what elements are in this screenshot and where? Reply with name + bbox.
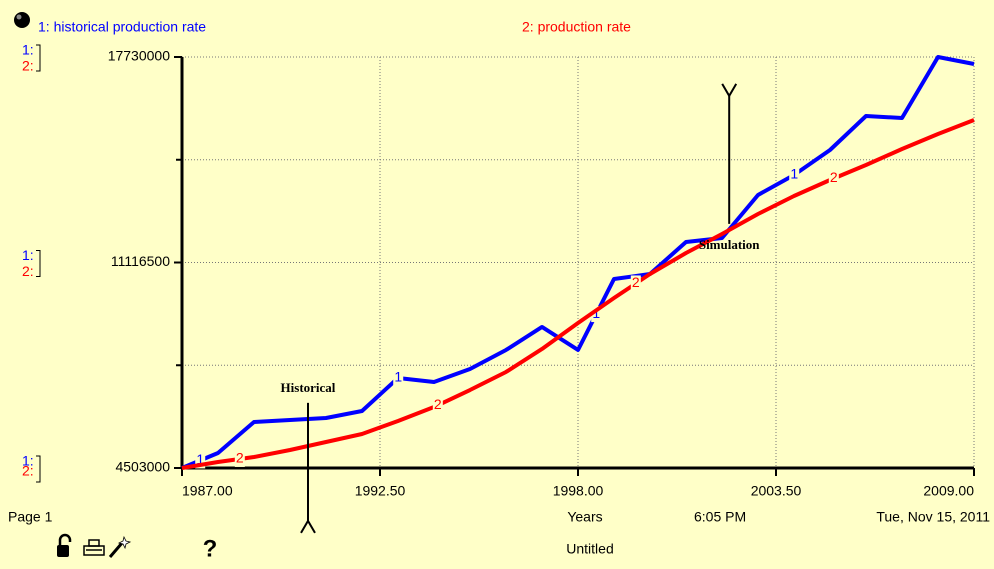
- series-marker: 1: [196, 451, 204, 467]
- axis-key: 2:: [22, 463, 34, 479]
- legend-entry: 1: historical production rate: [38, 19, 206, 35]
- lock-icon[interactable]: [57, 533, 72, 557]
- y-tick-label: 17730000: [108, 48, 171, 64]
- marker-bg: [234, 450, 245, 467]
- file-name: Untitled: [566, 541, 613, 557]
- globe-icon[interactable]: [14, 12, 30, 28]
- marker-bg: [393, 370, 404, 387]
- globe-highlight: [16, 14, 22, 20]
- wand-icon[interactable]: [108, 535, 132, 558]
- series-marker: 2: [632, 274, 640, 290]
- series-line: [181, 118, 975, 470]
- page-label: Page 1: [8, 509, 53, 525]
- annotation: Historical: [281, 380, 336, 395]
- axis-key-bracket: [36, 455, 41, 483]
- axis-key: 2:: [22, 58, 34, 74]
- axis-key-bracket: [36, 250, 41, 277]
- axis-key-bracket: [36, 44, 41, 72]
- x-tick-label: 2003.50: [751, 483, 802, 499]
- series-line: [181, 55, 975, 470]
- series-marker: 1: [592, 305, 600, 321]
- y-tick-label: 11116500: [111, 253, 170, 269]
- x-tick-label: 1998.00: [553, 483, 604, 499]
- annotation: Simulation: [699, 237, 760, 252]
- date: Tue, Nov 15, 2011: [876, 509, 990, 525]
- axis-key: 1:: [22, 42, 34, 58]
- marker-bg: [630, 275, 641, 292]
- x-tick-label: 1992.50: [355, 483, 406, 499]
- series-marker: 1: [394, 369, 402, 385]
- help-button[interactable]: ?: [203, 535, 218, 562]
- marker-bg: [591, 306, 602, 323]
- time: 6:05 PM: [694, 509, 746, 525]
- axis-key: 1:: [22, 453, 34, 469]
- marker-bg: [432, 397, 443, 414]
- marker-bg: [789, 166, 800, 183]
- series-marker: 2: [830, 169, 838, 185]
- x-tick-label: 2009.00: [923, 483, 974, 499]
- legend-entry: 2: production rate: [522, 19, 631, 35]
- print-icon[interactable]: [83, 539, 105, 556]
- marker-bg: [828, 170, 839, 187]
- marker-bg: [195, 452, 206, 469]
- arrow-head: [300, 518, 316, 534]
- x-tick-label: 1987.00: [182, 483, 233, 499]
- y-tick-label: 4503000: [115, 459, 170, 475]
- series-marker: 1: [790, 166, 798, 182]
- axis-key: 2:: [22, 263, 34, 279]
- series-marker: 2: [434, 396, 442, 412]
- arrow-head: [721, 83, 738, 98]
- axis-key: 1:: [22, 247, 34, 263]
- series-marker: 2: [236, 450, 244, 466]
- x-axis-label: Years: [567, 509, 602, 525]
